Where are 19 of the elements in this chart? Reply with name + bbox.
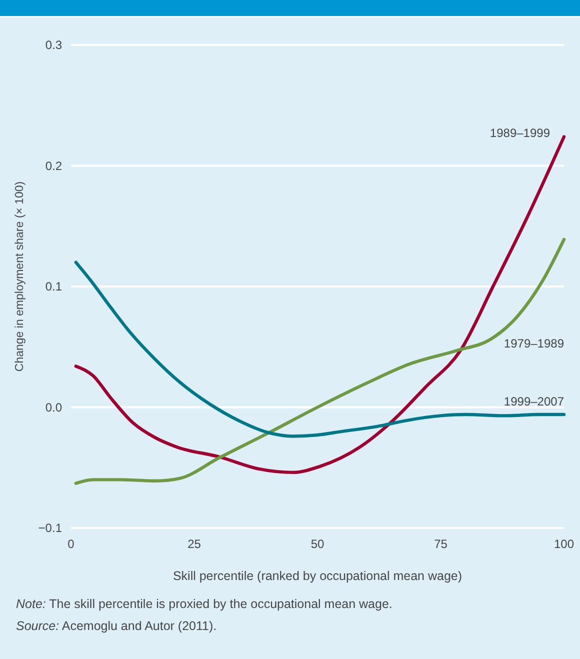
y-tick-label: −0.1: [38, 521, 62, 536]
series-label: 1979–1989: [504, 336, 564, 350]
x-tick-label: 75: [434, 537, 448, 551]
x-tick-label: 25: [188, 537, 202, 551]
series-label: 1989–1999: [490, 126, 550, 140]
y-axis-title: Change in employment share (× 100): [14, 181, 26, 372]
y-tick-label: 0.2: [45, 158, 62, 173]
line-series: [74, 238, 566, 485]
y-tick-label: 0.0: [45, 400, 62, 414]
y-tick-label: 0.1: [45, 280, 62, 294]
x-tick-label: 0: [68, 537, 75, 551]
x-tick-label: 50: [310, 537, 324, 551]
line-series: [74, 260, 566, 438]
series-label: 1999–2007: [504, 394, 564, 408]
text: Note: The skill percentile is proxied by the occupational mean wage.: [16, 597, 392, 611]
x-tick-label: 100: [554, 537, 574, 551]
x-axis-title: Skill percentile (ranked by occupational mean wage): [172, 569, 462, 583]
source-note: Source: Acemoglu and Autor (2011).: [16, 619, 217, 633]
y-tick-label: 0.3: [45, 38, 62, 52]
